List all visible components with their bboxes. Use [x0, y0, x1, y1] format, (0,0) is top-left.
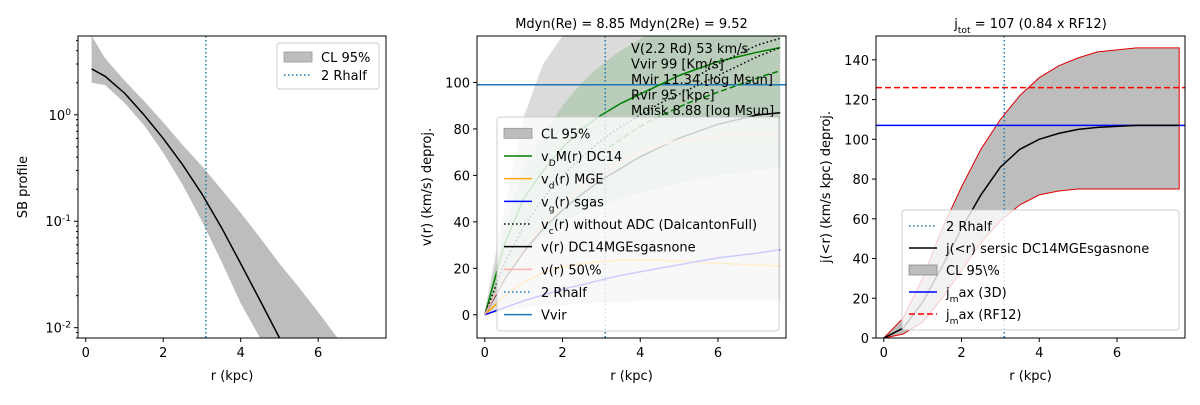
y-tick-label: 20: [852, 292, 869, 307]
y-tick-label: 120: [844, 94, 869, 109]
x-tick-label: 4: [237, 346, 245, 361]
y-tick-label: 10-1: [45, 214, 71, 230]
chart-title: Mdyn(Re) = 8.85 Mdyn(2Re) = 9.52: [515, 17, 748, 32]
legend-label-5: v(r) DC14MGEsgasnone: [541, 241, 696, 256]
x-tick-label: 0: [82, 346, 90, 361]
legend-label-6: v(r) 50\%: [541, 263, 602, 278]
legend-swatch: [909, 265, 937, 275]
chart-title: jtot = 107 (0.84 x RF12): [953, 17, 1107, 36]
y-tick-label: 140: [844, 54, 869, 69]
legend-label-2: CL 95\%: [946, 264, 1000, 279]
y-tick-label: 100: [445, 76, 470, 91]
x-axis-label: r (kpc): [211, 369, 254, 384]
x-tick-label: 2: [159, 346, 167, 361]
y-tick-label: 20: [453, 262, 470, 277]
x-axis-label: r (kpc): [610, 369, 653, 384]
y-tick-label: 60: [453, 169, 470, 184]
y-tick-label: 100: [49, 108, 72, 124]
panel-sb-profile: 0 2 4 6 10-2 10-1 100 r (kpc) SB profile CL 95% 2 …: [16, 36, 386, 384]
legend-swatch: [504, 128, 532, 138]
legend-label-1: j(<r) sersic DC14MGEsgasnone: [945, 242, 1149, 257]
x-tick-label: 0: [880, 346, 888, 361]
legend-swatch: [284, 52, 312, 62]
y-tick-label: 40: [453, 216, 470, 231]
legend-label-7: 2 Rhalf: [541, 286, 587, 301]
y-tick-label: 100: [844, 133, 869, 148]
annotation-0: V(2.2 Rd) 53 km/s: [631, 42, 749, 57]
y-tick-label: 40: [852, 253, 869, 268]
y-axis-label: v(r) (km/s) deproj.: [420, 128, 435, 246]
y-tick-label: 0: [861, 332, 869, 347]
y-axis-label-group: j(<r) (km/s kpc) deproj.: [819, 111, 834, 264]
x-tick-label: 2: [558, 346, 566, 361]
annotation-3: Rvir 95 [kpc]: [631, 89, 715, 104]
x-tick-label: 2: [957, 346, 965, 361]
legend-label-0: 2 Rhalf: [946, 220, 992, 235]
y-tick-label: 80: [852, 173, 869, 188]
x-axis-label: r (kpc): [1009, 369, 1052, 384]
x-tick-label: 0: [481, 346, 489, 361]
legend-label-8: Vvir: [541, 309, 567, 324]
legend-box: [902, 210, 1179, 330]
y-axis-label: j(<r) (km/s kpc) deproj.: [819, 111, 834, 264]
y-tick-label: 60: [852, 213, 869, 228]
legend: CL 95% 2 Rhalf: [277, 43, 379, 89]
legend-label-0: CL 95%: [541, 127, 590, 142]
y-axis-label-group: SB profile: [16, 156, 31, 218]
y-tick-label: 10-2: [45, 321, 71, 337]
annotation-2: Mvir 11.34 [log Msun]: [631, 73, 773, 88]
y-tick-label: 80: [453, 123, 470, 138]
x-tick-label: 4: [1035, 346, 1043, 361]
annotation-1: Vvir 99 [Km/s]: [631, 58, 724, 73]
y-axis-label: SB profile: [16, 156, 31, 218]
x-tick-label: 4: [636, 346, 644, 361]
y-axis-label-group: v(r) (km/s) deproj.: [420, 128, 435, 246]
legend: 2 Rhalf j(<r) sersic DC14MGEsgasnone CL 95…: [902, 210, 1179, 330]
x-tick-label: 6: [1113, 346, 1121, 361]
x-tick-label: 6: [714, 346, 722, 361]
legend-label-1: 2 Rhalf: [321, 69, 367, 84]
y-tick-label: 0: [462, 309, 470, 324]
legend-label-0: CL 95%: [321, 51, 370, 66]
x-tick-label: 6: [314, 346, 322, 361]
